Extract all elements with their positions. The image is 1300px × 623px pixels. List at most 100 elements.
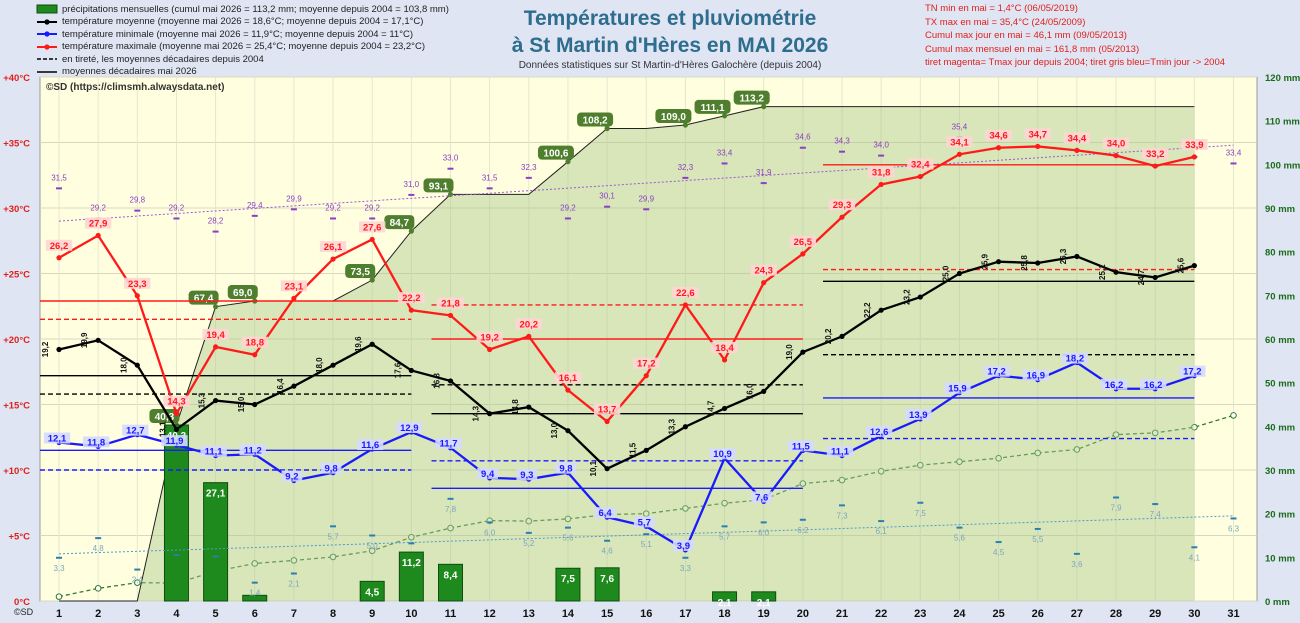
legend-label: moyennes décadaires mai 2026 xyxy=(62,66,197,78)
record-tmin-label: 5,0 xyxy=(367,542,379,551)
tmax-label-bg xyxy=(828,199,856,211)
legend-swatch-dot xyxy=(44,19,50,25)
cumul-label: 40,3 xyxy=(155,412,175,423)
tmax-point xyxy=(95,232,101,239)
tmax-point xyxy=(252,352,258,358)
tmoy-label: 25,9 xyxy=(981,253,990,269)
record-tmin-label: 3,3 xyxy=(53,564,65,573)
tmin-label: 3,9 xyxy=(677,541,690,552)
cumul-point xyxy=(213,304,219,310)
x-tick: 2 xyxy=(95,608,101,620)
precip-bar xyxy=(555,567,581,602)
tmax-point xyxy=(369,236,375,243)
tmin-label-bg xyxy=(82,436,110,448)
y-left-tick: 0°C xyxy=(14,597,30,608)
record-tmin-label: 3,3 xyxy=(680,564,692,573)
cumul-normal-point xyxy=(917,461,924,469)
tmoy-label: 20,2 xyxy=(824,328,833,344)
tmin-label: 7,6 xyxy=(755,492,768,503)
record-tmin-label: 7,5 xyxy=(915,509,927,518)
cumul-line xyxy=(59,106,1195,602)
cumul-normal-point xyxy=(1073,446,1081,453)
tmoy-label: 14,8 xyxy=(511,399,520,415)
precip-bar xyxy=(163,424,189,602)
x-tick: 21 xyxy=(836,608,848,620)
precip-label: 8,4 xyxy=(444,570,458,581)
record-tmin-label: 2,4 xyxy=(132,576,144,585)
cumul-label: 93,1 xyxy=(429,181,449,192)
record-tmax-label: 31,9 xyxy=(756,168,772,177)
cumul-normal-point xyxy=(1034,449,1042,457)
tmax-label: 32,4 xyxy=(911,160,930,171)
cumul-label-bg xyxy=(537,145,574,160)
cumul-label: 69,0 xyxy=(233,288,253,299)
x-tick: 22 xyxy=(875,608,887,620)
y-right-tick: 50 mm xyxy=(1265,379,1295,390)
tmoy-point xyxy=(565,428,571,434)
cumul-normal-point xyxy=(1151,429,1159,437)
x-tick: 17 xyxy=(679,608,691,620)
tmax-point xyxy=(1074,147,1080,153)
tmax-label: 17,2 xyxy=(637,359,656,370)
cumul-layer: 40,3 67,4 69,0 73,5 84,7 93,1 100,6 108,2 109,0 1… xyxy=(59,90,1195,602)
trend-lines xyxy=(58,144,1234,555)
tmin-label-bg xyxy=(944,382,971,394)
y-left-tick: +10°C xyxy=(3,466,30,477)
tmoy-label: 22,2 xyxy=(863,302,872,318)
tmax-label-bg xyxy=(593,403,621,415)
precip-label: 2,1 xyxy=(757,598,771,609)
tmax-label: 26,2 xyxy=(50,241,69,252)
cumul-normal-point xyxy=(447,524,454,532)
tmax-label-bg xyxy=(1024,128,1051,140)
tmax-label: 27,9 xyxy=(89,219,108,230)
precip-label: 7,6 xyxy=(600,574,614,585)
tmax-point xyxy=(682,302,689,308)
tmin-label: 9,2 xyxy=(285,471,298,482)
tmoy-label: 14,3 xyxy=(472,405,481,421)
tmoy-label: 13,3 xyxy=(667,418,676,434)
record-tmin-label: 6,1 xyxy=(876,527,888,536)
tmin-label-bg xyxy=(1140,378,1167,390)
tmax-label: 27,6 xyxy=(363,222,382,233)
tmoy-label: 18,0 xyxy=(119,357,128,373)
tmin-label: 11,7 xyxy=(440,439,458,450)
cumul-area xyxy=(59,106,1195,601)
tmax-label-bg xyxy=(319,241,347,253)
tmax-label: 21,8 xyxy=(441,298,460,309)
tmin-label: 6,4 xyxy=(598,508,612,519)
y-left-tick: +30°C xyxy=(3,204,30,215)
y-right-tick: 110 mm xyxy=(1265,117,1300,128)
x-tick: 29 xyxy=(1149,608,1161,620)
record-tmax-label: 34,0 xyxy=(873,141,889,150)
tmin-label: 16,2 xyxy=(1105,380,1124,391)
legend-label: en tireté, les moyennes décadaires depui… xyxy=(62,53,264,65)
record-tmax-label: 35,4 xyxy=(952,122,968,131)
cumul-label: 108,2 xyxy=(583,115,608,126)
tmax-point xyxy=(839,214,845,220)
cumul-label: 84,7 xyxy=(390,218,410,229)
tmin-label: 9,8 xyxy=(324,464,337,475)
tmoy-label: 19,0 xyxy=(785,344,794,360)
precip-bar xyxy=(712,591,738,602)
x-tick: 30 xyxy=(1188,608,1200,620)
temperature-series: 26,2 27,9 23,3 14,3 19,4 18,8 23,1 26,1 27,6 22,2… xyxy=(41,128,1208,553)
tmin-label-bg xyxy=(594,507,616,519)
cumul-label: 111,1 xyxy=(701,103,725,114)
tmoy-label: 25,8 xyxy=(1020,255,1029,271)
precip-label: 7,5 xyxy=(561,574,575,585)
cumul-label: 73,5 xyxy=(350,267,370,278)
record-tmax-label: 34,3 xyxy=(834,137,850,146)
tmin-label-bg xyxy=(865,425,893,437)
cumul-normal-point xyxy=(1112,431,1120,438)
tmax-point xyxy=(917,173,923,180)
tmin-label: 11,8 xyxy=(87,437,105,448)
record-tmax-label: 32,3 xyxy=(521,163,537,172)
tmax-label: 14,3 xyxy=(167,397,186,408)
tmin-label: 10,9 xyxy=(713,449,732,460)
record-tmin-label: 2,1 xyxy=(288,579,300,588)
legend-label: température minimale (moyenne mai 2026 =… xyxy=(62,28,414,40)
tmax-label-bg xyxy=(515,318,542,330)
tmin-label: 11,5 xyxy=(792,441,811,452)
cumul-label: 113,2 xyxy=(739,94,764,105)
